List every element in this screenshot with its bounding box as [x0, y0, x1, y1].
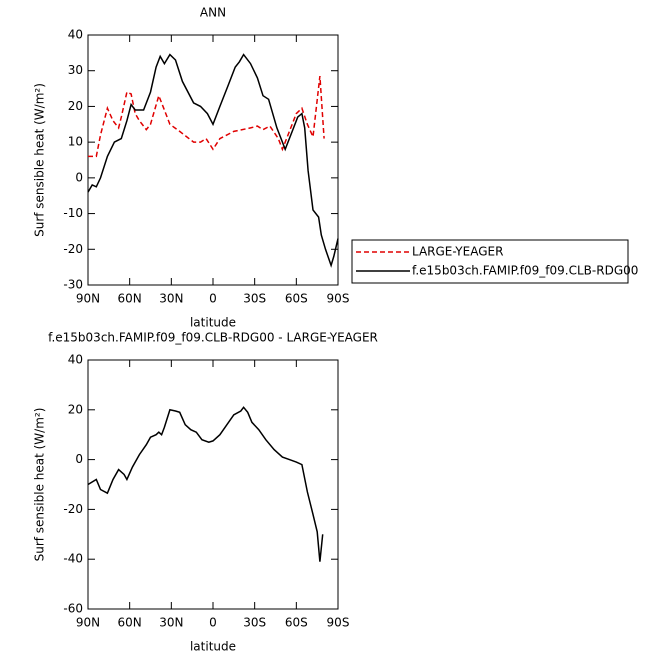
x-tick-label: 30S [243, 292, 266, 306]
chart-title: ANN [200, 6, 226, 20]
x-tick-label: 60N [118, 616, 142, 630]
y-tick-label: -30 [63, 278, 83, 292]
x-tick-label: 60S [285, 616, 308, 630]
y-axis-label: Surf sensible heat (W/m²) [33, 83, 47, 237]
plot-frame [87, 34, 339, 286]
y-tick-label: -40 [63, 552, 83, 566]
x-axis-label: latitude [190, 316, 236, 330]
line-series [88, 76, 325, 158]
chart-title: f.e15b03ch.FAMIP.f09_f09.CLB-RDG00 - LAR… [48, 331, 378, 345]
y-tick-label: 10 [68, 135, 83, 149]
legend-box [351, 239, 629, 284]
y-tick-label: 40 [68, 353, 83, 367]
plot-frame [87, 359, 339, 610]
x-axis-label: latitude [190, 640, 236, 654]
x-tick-label: 30N [159, 292, 183, 306]
line-series [87, 53, 339, 268]
y-tick-label: -10 [63, 206, 83, 220]
x-tick-label: 30S [243, 616, 266, 630]
y-tick-label: 40 [68, 28, 83, 42]
y-tick-label: -60 [63, 602, 83, 616]
y-tick-label: 20 [68, 99, 83, 113]
legend-label: LARGE-YEAGER [412, 245, 503, 259]
legend-label: f.e15b03ch.FAMIP.f09_f09.CLB-RDG00 [412, 264, 638, 278]
y-tick-label: -20 [63, 502, 83, 516]
x-tick-label: 30N [159, 616, 183, 630]
y-tick-label: -20 [63, 242, 83, 256]
line-series [87, 406, 324, 562]
y-tick-label: 20 [68, 402, 83, 416]
x-tick-label: 0 [209, 292, 217, 306]
x-tick-label: 60N [118, 292, 142, 306]
y-tick-label: 0 [75, 452, 83, 466]
x-tick-label: 0 [209, 616, 217, 630]
x-tick-label: 90S [327, 616, 350, 630]
y-tick-label: 30 [68, 63, 83, 77]
x-tick-label: 90S [327, 292, 350, 306]
x-tick-label: 90N [76, 616, 100, 630]
y-tick-label: 0 [75, 170, 83, 184]
x-tick-label: 90N [76, 292, 100, 306]
x-tick-label: 60S [285, 292, 308, 306]
y-axis-label: Surf sensible heat (W/m²) [33, 408, 47, 562]
